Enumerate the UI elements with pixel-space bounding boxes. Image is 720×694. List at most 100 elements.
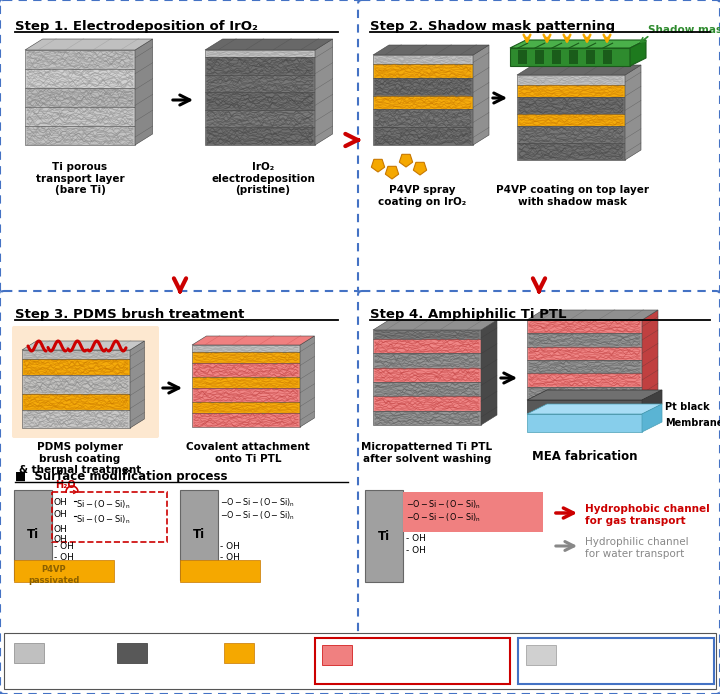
Text: : P4VP: : P4VP: [260, 648, 293, 658]
Polygon shape: [481, 320, 497, 425]
Text: for gas transport: for gas transport: [585, 516, 685, 526]
Text: - OH: - OH: [406, 546, 426, 555]
Polygon shape: [527, 320, 642, 333]
Bar: [14, 490, 52, 580]
Text: : PDMS brush–treated area: : PDMS brush–treated area: [358, 648, 489, 658]
Text: Pt black: Pt black: [665, 402, 710, 412]
Polygon shape: [527, 333, 642, 347]
Polygon shape: [373, 64, 473, 78]
Bar: [526, 645, 556, 665]
Polygon shape: [373, 55, 473, 64]
Polygon shape: [373, 368, 481, 382]
Bar: [52, 492, 167, 542]
Bar: [586, 50, 595, 64]
Polygon shape: [25, 126, 135, 145]
Text: Step 3. PDMS brush treatment: Step 3. PDMS brush treatment: [15, 308, 244, 321]
Bar: [117, 643, 147, 663]
Text: : e-IrO₂: : e-IrO₂: [153, 648, 190, 658]
Polygon shape: [510, 40, 646, 48]
Polygon shape: [642, 390, 662, 414]
Text: - OH: - OH: [54, 542, 74, 551]
FancyBboxPatch shape: [0, 0, 360, 293]
Polygon shape: [527, 404, 662, 414]
Polygon shape: [527, 347, 642, 360]
Text: (hydrophilic channels): (hydrophilic channels): [562, 660, 670, 670]
Bar: [180, 490, 218, 580]
Polygon shape: [517, 97, 625, 114]
Text: Step 4. Amphiphilic Ti PTL: Step 4. Amphiphilic Ti PTL: [370, 308, 567, 321]
Bar: [224, 643, 254, 663]
Polygon shape: [205, 110, 315, 128]
Text: OH: OH: [54, 535, 68, 544]
Text: - OH: - OH: [220, 542, 240, 551]
Polygon shape: [517, 126, 625, 143]
Text: MEA fabrication: MEA fabrication: [532, 450, 638, 463]
Polygon shape: [315, 39, 333, 145]
Polygon shape: [527, 310, 658, 320]
Polygon shape: [25, 107, 135, 126]
Polygon shape: [642, 310, 658, 400]
Polygon shape: [527, 400, 642, 414]
Polygon shape: [25, 50, 135, 69]
Polygon shape: [25, 69, 135, 88]
Polygon shape: [373, 382, 481, 396]
Polygon shape: [25, 88, 135, 107]
Polygon shape: [373, 109, 473, 127]
Polygon shape: [205, 128, 315, 145]
Bar: [603, 50, 612, 64]
Polygon shape: [192, 345, 300, 352]
Polygon shape: [192, 363, 300, 377]
Polygon shape: [527, 387, 642, 400]
Polygon shape: [192, 336, 315, 345]
Text: OH: OH: [54, 510, 68, 519]
Polygon shape: [22, 359, 130, 375]
Polygon shape: [373, 320, 497, 330]
Bar: [535, 50, 544, 64]
Text: $-\mathsf{O-Si-(O-Si)_n}$: $-\mathsf{O-Si-(O-Si)_n}$: [220, 510, 294, 523]
FancyBboxPatch shape: [0, 291, 360, 694]
Polygon shape: [25, 39, 153, 50]
Text: $-\mathsf{O-Si-(O-Si)_n}$: $-\mathsf{O-Si-(O-Si)_n}$: [406, 512, 481, 525]
Text: - OH: - OH: [220, 553, 240, 562]
Text: Shadow mask: Shadow mask: [648, 25, 720, 35]
Polygon shape: [517, 85, 625, 97]
Polygon shape: [373, 45, 489, 55]
Text: PDMS polymer
brush coating
& thermal treatment: PDMS polymer brush coating & thermal tre…: [19, 442, 141, 475]
Polygon shape: [373, 339, 481, 353]
Bar: [518, 638, 714, 684]
Polygon shape: [22, 350, 130, 359]
Text: Ti: Ti: [193, 529, 205, 541]
Polygon shape: [517, 143, 625, 160]
Polygon shape: [373, 330, 481, 339]
Polygon shape: [135, 39, 153, 145]
Polygon shape: [192, 352, 300, 363]
Text: Micropatterned Ti PTL
after solvent washing: Micropatterned Ti PTL after solvent wash…: [361, 442, 492, 464]
Text: P4VP spray
coating on IrO₂: P4VP spray coating on IrO₂: [378, 185, 466, 207]
Polygon shape: [205, 39, 333, 50]
Bar: [518, 50, 527, 64]
Polygon shape: [473, 45, 489, 145]
Polygon shape: [373, 353, 481, 368]
Polygon shape: [517, 75, 625, 85]
Polygon shape: [373, 411, 481, 425]
Text: Step 1. Electrodeposition of IrO₂: Step 1. Electrodeposition of IrO₂: [15, 20, 258, 33]
Polygon shape: [300, 336, 315, 427]
Text: - OH: - OH: [406, 534, 426, 543]
Text: H₂O: H₂O: [55, 480, 76, 490]
Bar: [403, 492, 543, 532]
Polygon shape: [205, 92, 315, 110]
Text: $\mathsf{Si-(O-Si)_n}$: $\mathsf{Si-(O-Si)_n}$: [76, 498, 130, 511]
Bar: [322, 645, 352, 665]
Polygon shape: [22, 409, 130, 428]
Bar: [315, 638, 510, 684]
Polygon shape: [373, 396, 481, 411]
Text: (hydrophobic channels): (hydrophobic channels): [358, 660, 473, 670]
Text: $-\mathsf{O-Si-(O-Si)_n}$: $-\mathsf{O-Si-(O-Si)_n}$: [220, 496, 294, 509]
Polygon shape: [22, 375, 130, 393]
Polygon shape: [22, 393, 130, 409]
Text: Hydrophilic channel: Hydrophilic channel: [585, 537, 688, 547]
Polygon shape: [373, 78, 473, 96]
Polygon shape: [192, 377, 300, 388]
Polygon shape: [205, 50, 315, 57]
Polygon shape: [625, 65, 641, 160]
